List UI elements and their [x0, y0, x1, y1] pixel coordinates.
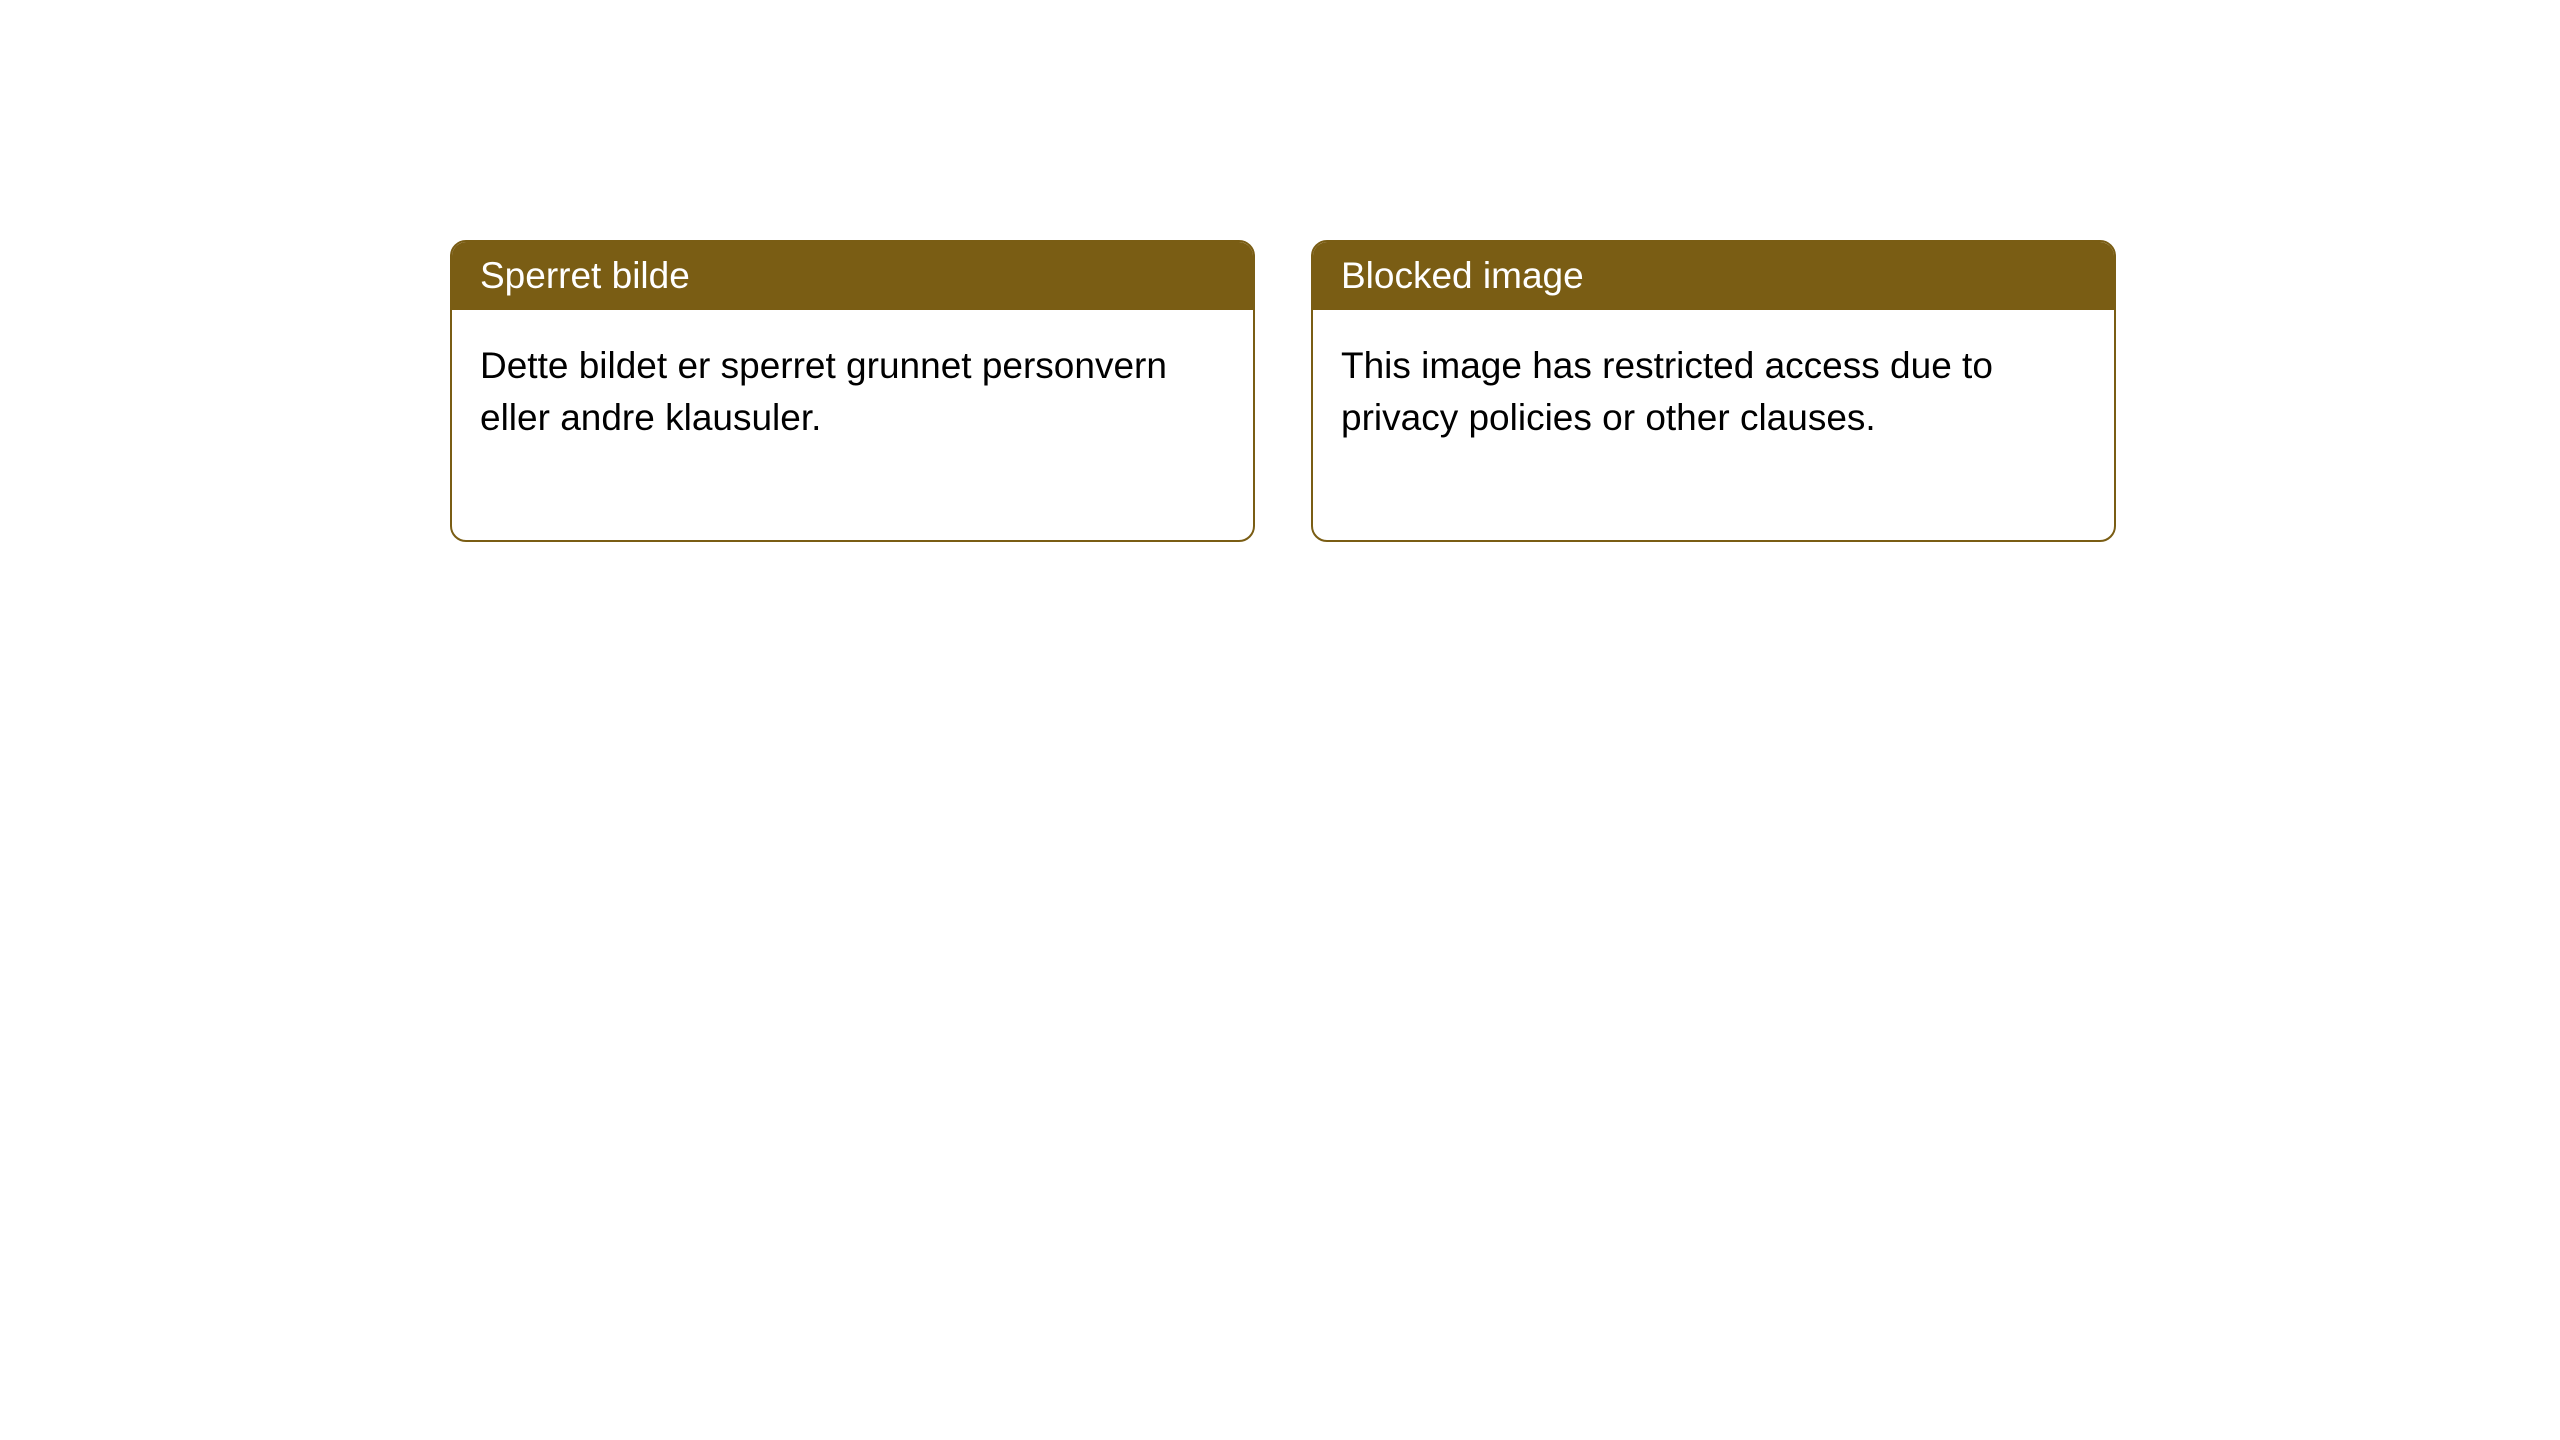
card-body-text: This image has restricted access due to … [1341, 345, 1993, 438]
card-body-text: Dette bildet er sperret grunnet personve… [480, 345, 1167, 438]
notice-card-english: Blocked image This image has restricted … [1311, 240, 2116, 542]
notice-container: Sperret bilde Dette bildet er sperret gr… [0, 0, 2560, 542]
card-header-english: Blocked image [1313, 242, 2114, 310]
card-header-norwegian: Sperret bilde [452, 242, 1253, 310]
card-body-english: This image has restricted access due to … [1313, 310, 2114, 540]
card-title: Sperret bilde [480, 255, 690, 296]
notice-card-norwegian: Sperret bilde Dette bildet er sperret gr… [450, 240, 1255, 542]
card-body-norwegian: Dette bildet er sperret grunnet personve… [452, 310, 1253, 540]
card-title: Blocked image [1341, 255, 1584, 296]
